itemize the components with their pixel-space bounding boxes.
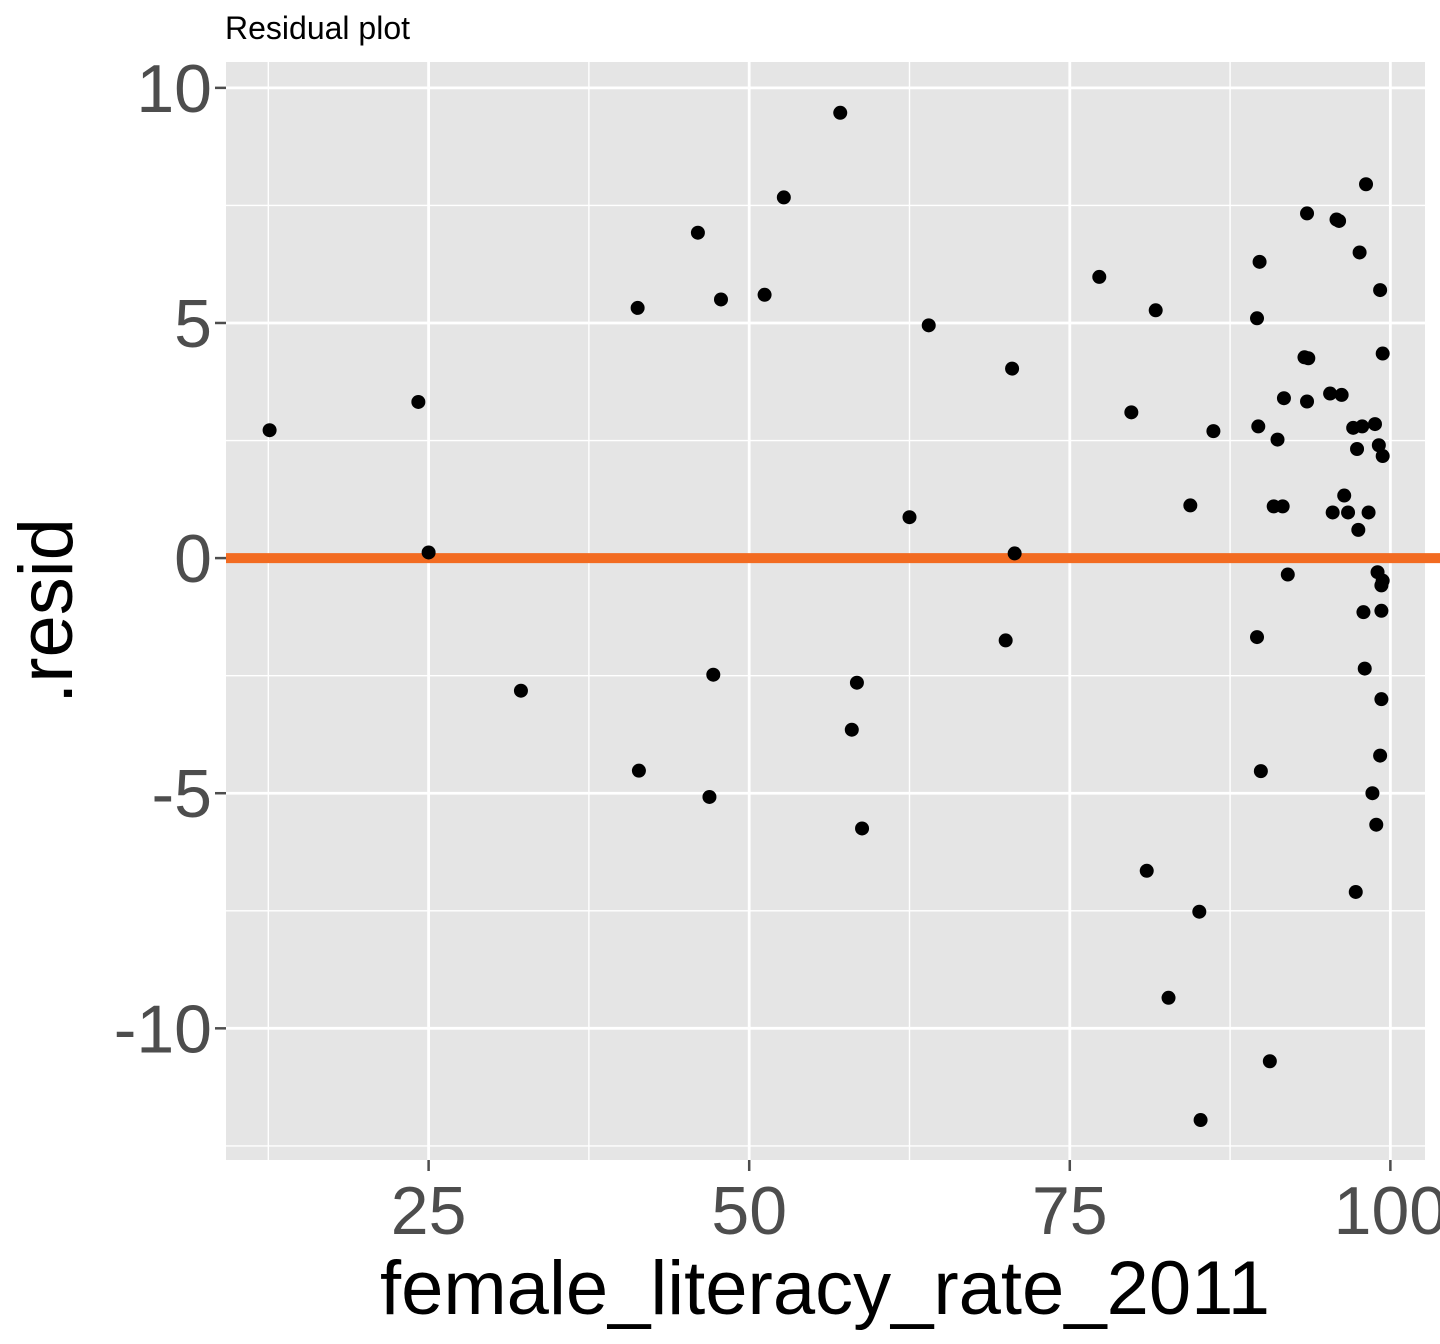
x-tick-label: 25 <box>391 1173 467 1249</box>
minor-gridlines <box>226 62 1425 1160</box>
data-point <box>1007 546 1022 561</box>
data-point <box>1359 177 1374 192</box>
data-point <box>855 821 870 836</box>
y-axis-ticks: -10 -5 0 5 10 <box>114 51 226 1067</box>
data-point <box>1250 630 1265 645</box>
y-tick-label: 5 <box>174 286 212 362</box>
data-point <box>702 789 717 804</box>
data-point <box>1374 603 1389 618</box>
data-point <box>1350 442 1365 457</box>
x-tick-label: 75 <box>1032 1173 1108 1249</box>
y-axis-label: .resid <box>4 518 89 704</box>
data-point <box>849 675 864 690</box>
chart-title: Residual plot <box>225 10 410 46</box>
data-point <box>1375 573 1390 588</box>
data-point <box>1139 863 1154 878</box>
data-point <box>1275 499 1290 514</box>
data-point <box>844 722 859 737</box>
x-tick-label: 50 <box>711 1173 787 1249</box>
residual-points <box>262 105 1390 1128</box>
data-point <box>1300 394 1315 409</box>
y-tick-label: -10 <box>114 991 212 1067</box>
data-point <box>1252 254 1267 269</box>
data-point <box>1206 424 1221 439</box>
data-point <box>1253 764 1268 779</box>
plot-panel <box>226 62 1425 1160</box>
data-point <box>713 292 728 307</box>
data-point <box>1355 419 1370 434</box>
data-point <box>421 545 436 560</box>
data-point <box>1337 488 1352 503</box>
data-point <box>1250 311 1265 326</box>
data-point <box>1270 432 1285 447</box>
data-point <box>1375 449 1390 464</box>
data-point <box>1369 817 1384 832</box>
data-point <box>630 300 645 315</box>
data-point <box>1356 605 1371 620</box>
data-point <box>1251 419 1266 434</box>
data-point <box>1373 748 1388 763</box>
data-point <box>1262 1054 1277 1069</box>
data-point <box>902 510 917 525</box>
data-point <box>1341 505 1356 520</box>
data-point <box>1325 505 1340 520</box>
data-point <box>411 394 426 409</box>
y-tick-label: 10 <box>136 51 212 127</box>
data-point <box>1148 303 1163 318</box>
data-point <box>1124 405 1139 420</box>
data-point <box>1334 387 1349 402</box>
data-point <box>1367 417 1382 432</box>
data-point <box>1374 692 1389 707</box>
data-point <box>1357 661 1372 676</box>
data-point <box>1351 522 1366 537</box>
data-point <box>921 318 936 333</box>
data-point <box>1276 391 1291 406</box>
data-point <box>1361 505 1376 520</box>
data-point <box>1348 884 1363 899</box>
y-tick-label: 0 <box>174 521 212 597</box>
data-point <box>1375 346 1390 361</box>
x-tick-label: 100 <box>1334 1173 1440 1249</box>
data-point <box>1301 351 1316 366</box>
x-axis-ticks: 25 50 75 100 <box>391 1160 1440 1249</box>
data-point <box>1365 786 1380 801</box>
major-gridlines <box>226 62 1425 1160</box>
data-point <box>1323 386 1338 401</box>
y-tick-label: -5 <box>152 756 212 832</box>
data-point <box>1161 990 1176 1005</box>
data-point <box>1183 498 1198 513</box>
data-point <box>776 190 791 205</box>
data-point <box>631 763 646 778</box>
data-point <box>998 633 1013 648</box>
data-point <box>1280 567 1295 582</box>
data-point <box>1092 269 1107 284</box>
data-point <box>262 423 277 438</box>
data-point <box>1332 213 1347 228</box>
data-point <box>690 225 705 240</box>
x-axis-label: female_literacy_rate_2011 <box>380 1246 1270 1331</box>
data-point <box>757 287 772 302</box>
data-point <box>1192 904 1207 919</box>
data-point <box>833 105 848 120</box>
data-point <box>513 683 528 698</box>
data-point <box>1352 245 1367 260</box>
data-point <box>1193 1113 1208 1128</box>
data-point <box>1371 438 1386 453</box>
data-point <box>1373 283 1388 298</box>
data-point <box>1005 361 1020 376</box>
data-point <box>706 667 721 682</box>
data-point <box>1300 206 1315 221</box>
